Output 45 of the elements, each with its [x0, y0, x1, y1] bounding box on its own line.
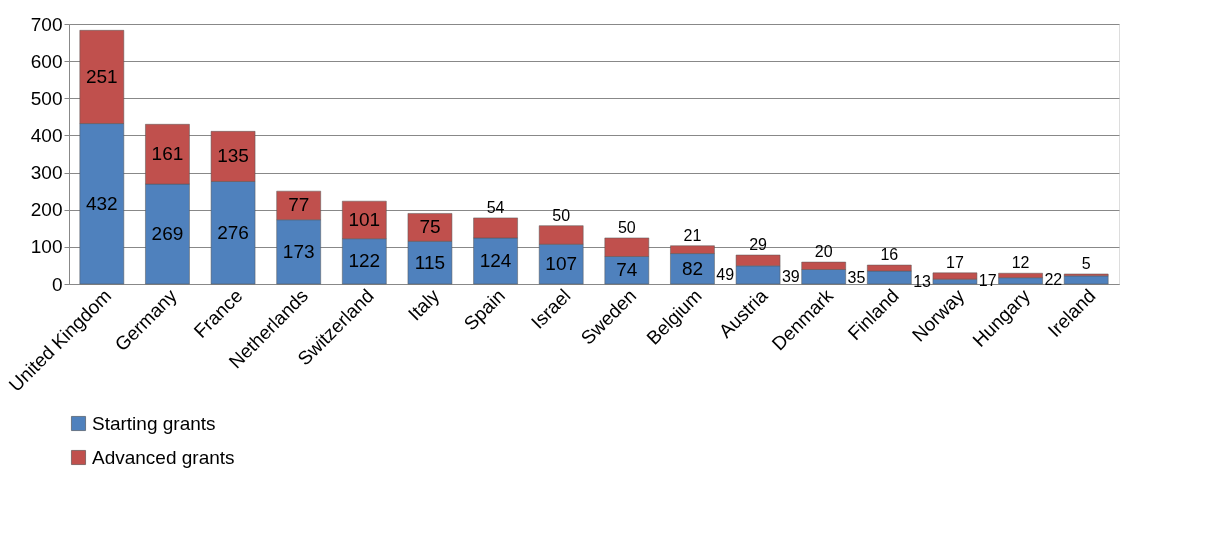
data-label: 39 [781, 267, 800, 285]
y-tick-label: 300 [30, 162, 63, 184]
y-tick-label: 700 [30, 13, 63, 35]
bar [998, 277, 1043, 285]
data-label: 276 [217, 221, 249, 243]
data-label: 50 [552, 206, 571, 224]
data-label: 269 [151, 223, 184, 245]
data-label: 50 [617, 218, 636, 236]
legend-label: Starting grants [92, 412, 216, 434]
data-label: 12 [1011, 254, 1030, 272]
data-label: 5 [1081, 254, 1091, 272]
data-label: 49 [716, 265, 735, 283]
data-label: 35 [847, 268, 866, 286]
y-tick-label: 400 [30, 124, 63, 146]
bar [1063, 275, 1109, 285]
y-tick-label: 600 [30, 50, 63, 72]
data-label: 75 [419, 216, 441, 238]
x-tick-label: Italy [403, 284, 444, 325]
y-tick-label: 500 [30, 87, 63, 109]
data-label: 21 [683, 226, 702, 244]
data-label: 77 [288, 194, 310, 216]
data-label: 82 [681, 257, 704, 279]
data-label: 17 [978, 271, 997, 289]
data-label: 122 [348, 250, 381, 272]
data-label: 432 [85, 192, 118, 214]
data-label: 20 [814, 243, 833, 261]
data-label: 101 [348, 208, 381, 230]
data-label: 13 [913, 272, 932, 290]
y-tick-label: 100 [30, 236, 63, 258]
data-label: 161 [151, 143, 184, 165]
data-label: 251 [85, 65, 118, 87]
data-label: 17 [946, 253, 964, 271]
data-label: 16 [880, 246, 899, 264]
data-label: 135 [217, 145, 249, 167]
data-label: 124 [479, 249, 512, 271]
legend-label: Advanced grants [92, 446, 235, 468]
data-label: 29 [749, 236, 768, 254]
data-label: 115 [414, 251, 446, 273]
y-tick-label: 200 [30, 199, 63, 221]
data-label: 22 [1044, 270, 1063, 288]
data-label: 54 [486, 198, 505, 216]
data-label: 107 [545, 253, 578, 275]
data-label: 74 [616, 259, 638, 281]
data-label: 173 [282, 240, 315, 262]
y-tick-label: 0 [51, 273, 63, 295]
